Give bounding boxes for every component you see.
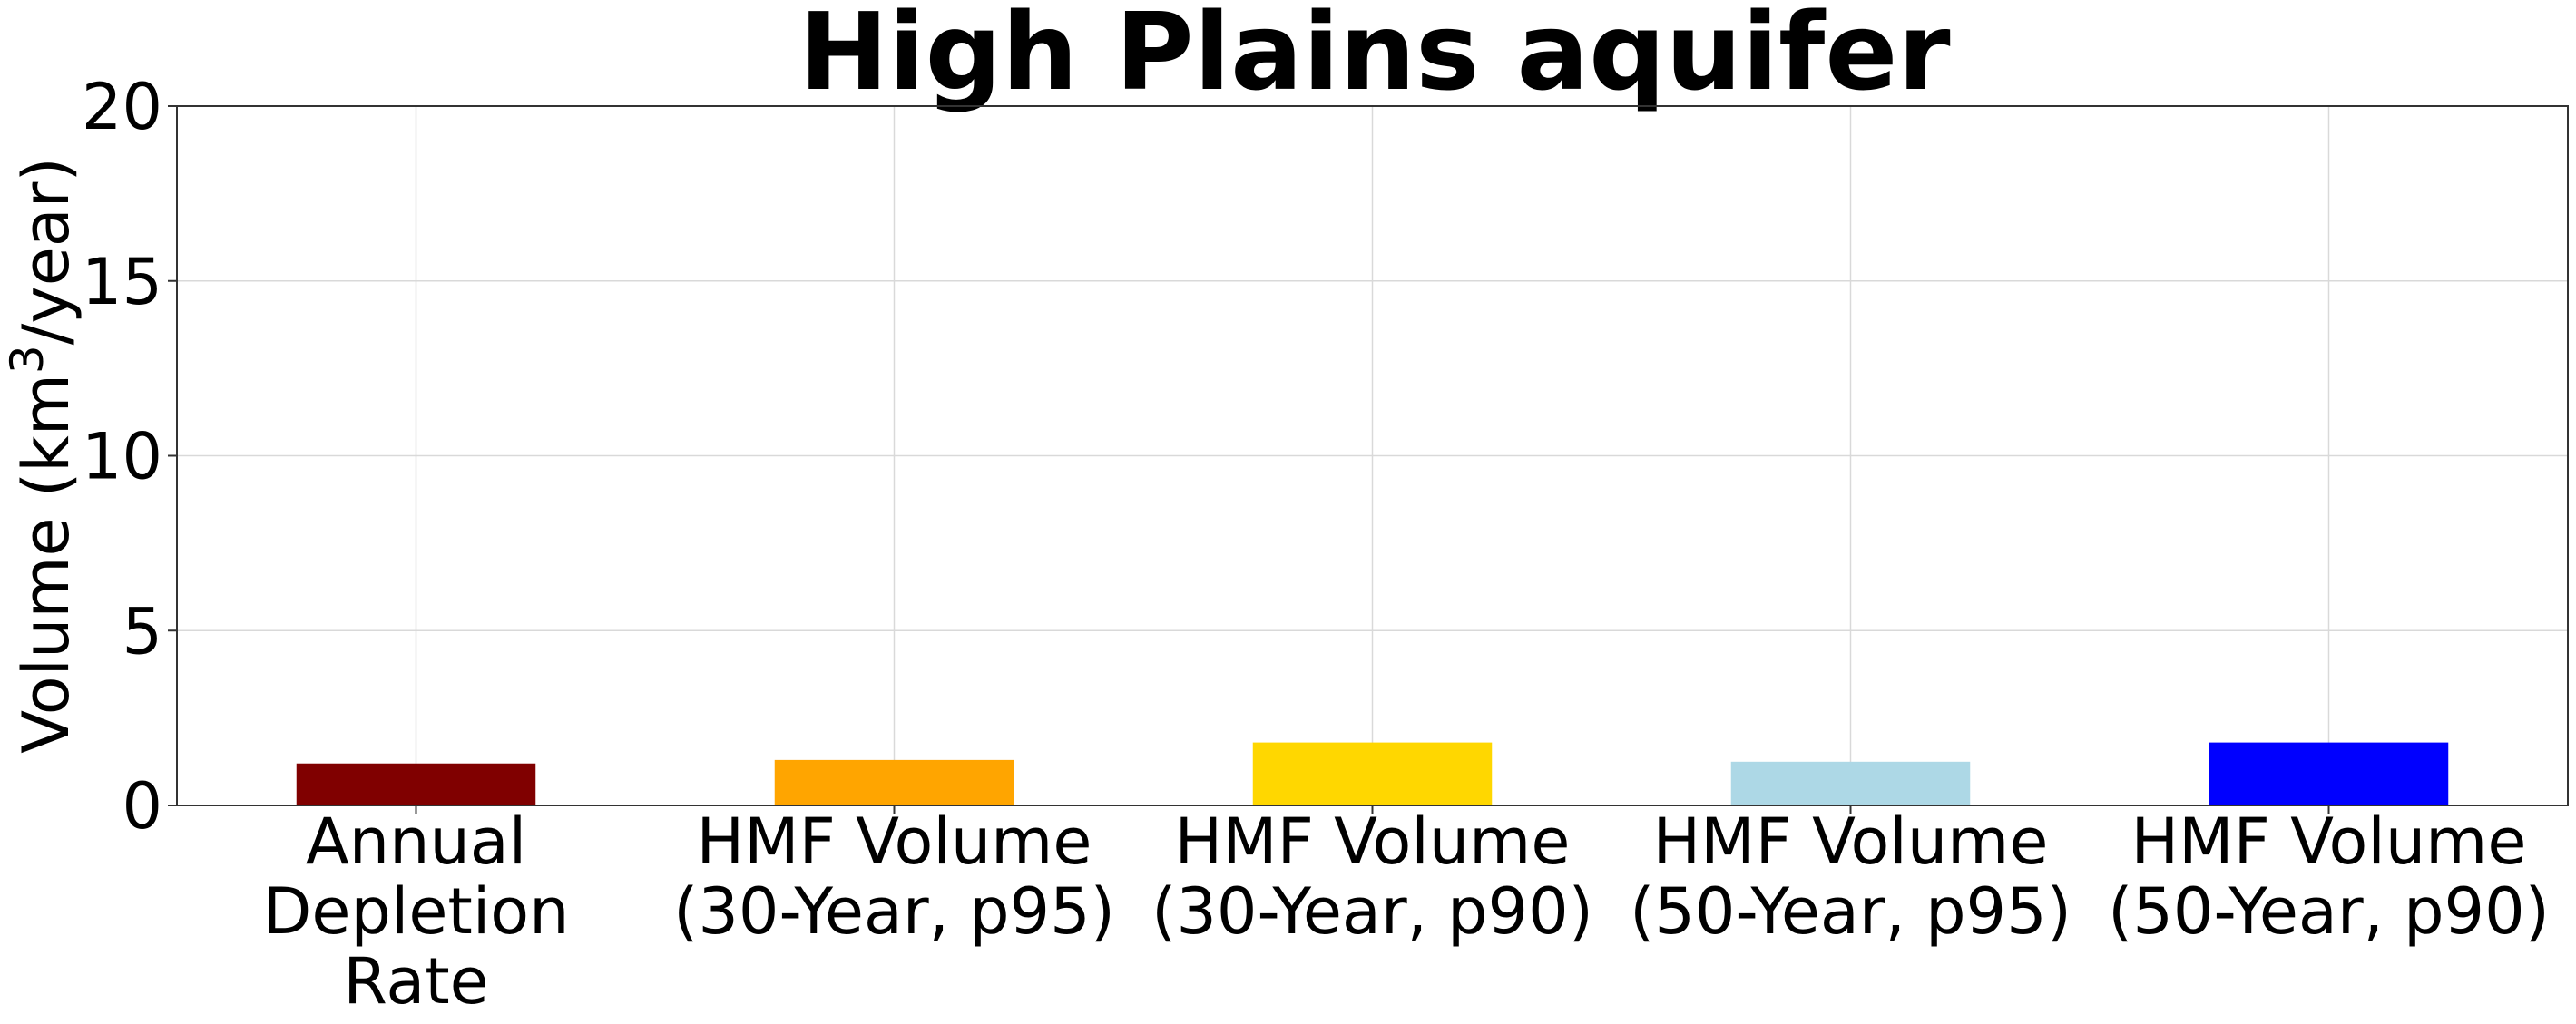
- x-tick-label-line: (30-Year, p90): [1151, 874, 1593, 949]
- bar: [2209, 742, 2449, 805]
- bar: [1252, 742, 1493, 805]
- x-tick-label: HMF Volume (50-Year, p90): [2108, 805, 2550, 949]
- y-tick-label: 10: [82, 420, 162, 494]
- bar: [296, 763, 536, 805]
- x-tick-label-line: HMF Volume: [1653, 805, 2049, 879]
- x-tick-label: Annual Depletion Rate: [262, 805, 569, 1019]
- x-tick-label-line: Annual: [306, 805, 526, 879]
- y-tick-label: 5: [122, 594, 162, 668]
- bars: [296, 742, 2449, 805]
- y-tick-label: 20: [82, 70, 162, 144]
- x-tick-label: HMF Volume (30-Year, p90): [1151, 805, 1593, 949]
- y-tick-label: 15: [82, 245, 162, 319]
- x-tick-label-line: Depletion: [262, 874, 569, 949]
- x-tick-label-line: HMF Volume: [1175, 805, 1571, 879]
- x-tick-label-line: (50-Year, p95): [1630, 874, 2072, 949]
- x-tick-label: HMF Volume (30-Year, p95): [673, 805, 1115, 949]
- x-tick-label-line: Rate: [343, 944, 489, 1019]
- chart-title: High Plains aquifer: [798, 0, 1950, 114]
- y-tick-label: 0: [122, 769, 162, 844]
- bar: [774, 759, 1014, 805]
- x-tick-label-line: HMF Volume: [2131, 805, 2527, 879]
- x-tick-label-line: (50-Year, p90): [2108, 874, 2550, 949]
- y-axis-ticks: 0 5 10 15 20: [82, 70, 177, 844]
- x-tick-label-line: HMF Volume: [697, 805, 1092, 879]
- x-tick-label-line: (30-Year, p95): [673, 874, 1115, 949]
- bar: [1730, 761, 1971, 805]
- x-tick-label: HMF Volume (50-Year, p95): [1630, 805, 2072, 949]
- y-axis-label: Volume (km3/year): [1, 157, 83, 754]
- grid-lines: [177, 105, 2568, 806]
